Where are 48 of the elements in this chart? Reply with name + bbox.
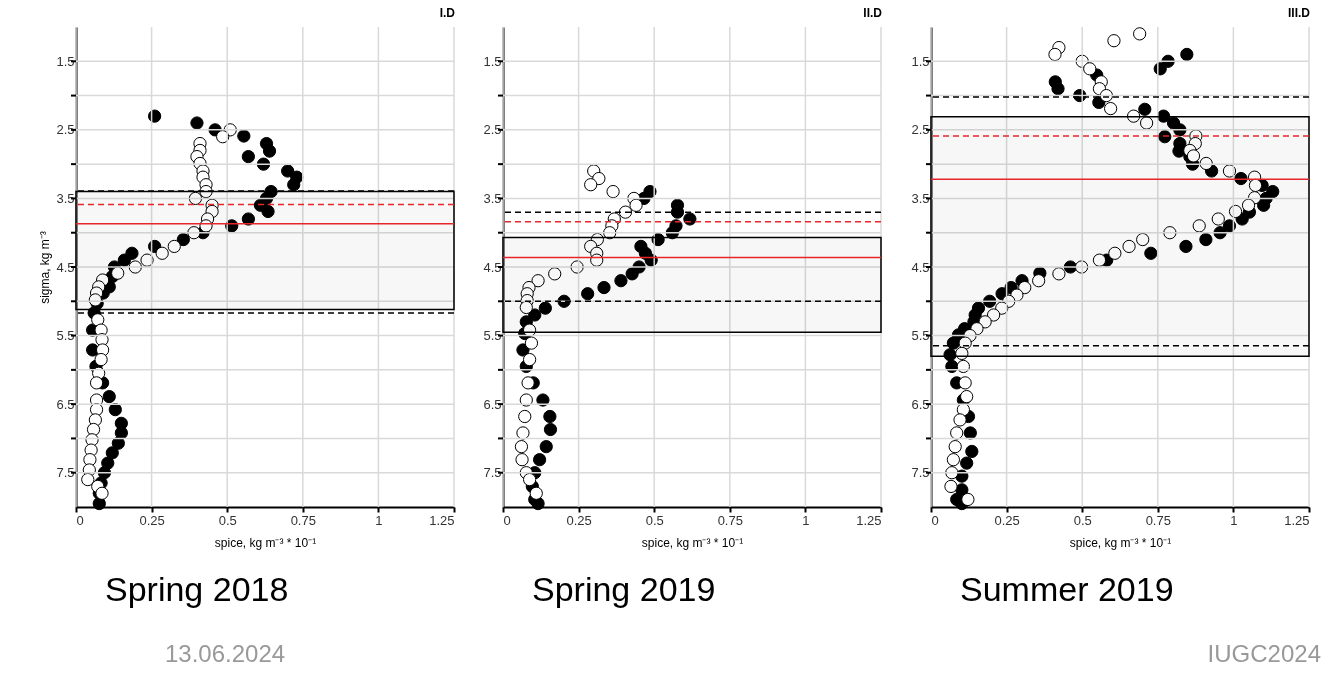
x-tick-label: 1 xyxy=(802,512,810,528)
y-tick-label: 6.5 xyxy=(56,396,75,412)
y-tick-label: 3.5 xyxy=(56,190,75,206)
x-tick-label: 0.25 xyxy=(139,512,165,528)
x-tick-label: 0 xyxy=(76,512,84,528)
y-tick-label: 2.5 xyxy=(56,122,75,138)
y-tick-label: 7.5 xyxy=(483,465,502,481)
x-tick-label: 1 xyxy=(1230,512,1238,528)
text: Summer 2019 xyxy=(960,570,1174,609)
x-axis-title: spice, kg m⁻³ * 10⁻¹ xyxy=(1069,535,1172,550)
text: Spring 2019 xyxy=(532,570,716,609)
y-tick-label: 2.5 xyxy=(483,122,502,138)
y-tick-label: 7.5 xyxy=(56,465,75,481)
y-tick-label: 3.5 xyxy=(911,190,930,206)
x-tick-label: 0.75 xyxy=(717,512,743,528)
x-tick-label: 0.5 xyxy=(645,512,664,528)
x-tick-label: 1.25 xyxy=(856,512,882,528)
y-tick-label: 1.5 xyxy=(483,53,502,69)
text: IUGC2024 xyxy=(1207,640,1321,668)
x-tick-label: 1.25 xyxy=(429,512,455,528)
x-axis-title: spice, kg m⁻³ * 10⁻¹ xyxy=(641,535,744,550)
y-tick-label: 1.5 xyxy=(56,53,75,69)
x-tick-label: 0.25 xyxy=(994,512,1020,528)
y-tick-label: 6.5 xyxy=(911,396,930,412)
y-tick-label: 5.5 xyxy=(56,328,75,344)
y-tick-label: 3.5 xyxy=(483,190,502,206)
y-axis-title: sigma, kg m⁻³ xyxy=(38,231,53,304)
text: Spring 2018 xyxy=(105,570,289,609)
chart-title: II.D xyxy=(863,6,883,21)
text: 13.06.2024 xyxy=(165,640,286,668)
x-tick-label: 1.25 xyxy=(1284,512,1310,528)
x-tick-label: 0.5 xyxy=(1073,512,1092,528)
y-tick-label: 1.5 xyxy=(911,53,930,69)
y-tick-label: 7.5 xyxy=(911,465,930,481)
y-tick-label: 6.5 xyxy=(483,396,502,412)
x-tick-label: 0 xyxy=(931,512,939,528)
x-tick-label: 0 xyxy=(503,512,511,528)
x-tick-label: 0.75 xyxy=(290,512,316,528)
x-tick-label: 0.5 xyxy=(218,512,237,528)
chart-title: III.D xyxy=(1287,5,1311,20)
y-tick-label: 5.5 xyxy=(483,328,502,344)
x-axis-title: spice, kg m⁻³ * 10⁻¹ xyxy=(214,535,317,550)
x-tick-label: 0.25 xyxy=(566,512,592,528)
chart-title: I.D xyxy=(439,6,456,21)
x-tick-label: 1 xyxy=(375,512,383,528)
y-tick-label: 2.5 xyxy=(911,122,930,138)
y-tick-label: 5.5 xyxy=(911,328,930,344)
x-tick-label: 0.75 xyxy=(1145,512,1171,528)
